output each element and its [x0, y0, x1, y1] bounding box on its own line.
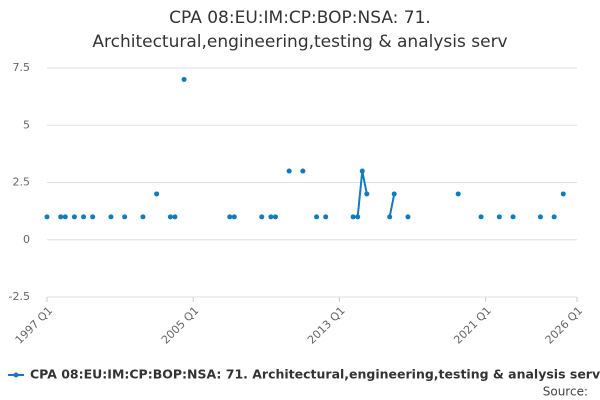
point: [181, 76, 187, 82]
legend-swatch-dot: [13, 372, 19, 378]
point: [537, 214, 543, 220]
point: [387, 214, 393, 220]
y-tick-label: 5: [23, 118, 30, 131]
point: [272, 214, 278, 220]
point: [560, 191, 566, 197]
point: [122, 214, 128, 220]
point: [108, 214, 114, 220]
point: [355, 214, 361, 220]
x-tick-label: 2026 Q1: [543, 304, 586, 347]
y-tick-label: 0: [23, 233, 30, 246]
point: [323, 214, 329, 220]
point: [478, 214, 484, 220]
point: [496, 214, 502, 220]
x-tick-label: 1997 Q1: [13, 304, 56, 347]
point: [154, 191, 160, 197]
point: [364, 191, 370, 197]
point: [259, 214, 265, 220]
point: [359, 168, 365, 174]
point: [172, 214, 178, 220]
source: Source:: [543, 385, 588, 399]
point: [286, 168, 292, 174]
point: [58, 214, 64, 220]
point: [44, 214, 50, 220]
point: [167, 214, 173, 220]
point: [71, 214, 77, 220]
x-tick-label: 2013 Q1: [305, 304, 348, 347]
point: [227, 214, 233, 220]
y-tick-label: 7.5: [13, 61, 31, 74]
x-tick-label: 2021 Q1: [451, 304, 494, 347]
point: [231, 214, 237, 220]
point: [62, 214, 68, 220]
point: [551, 214, 557, 220]
point: [350, 214, 356, 220]
point: [268, 214, 274, 220]
point: [405, 214, 411, 220]
chart-title: CPA 08:EU:IM:CP:BOP:NSA: 71. Architectur…: [92, 8, 508, 52]
point: [510, 214, 516, 220]
point: [391, 191, 397, 197]
legend-label: CPA 08:EU:IM:CP:BOP:NSA: 71. Architectur…: [30, 367, 600, 382]
y-tick-label: 2.5: [13, 176, 31, 189]
point: [300, 168, 306, 174]
point: [314, 214, 320, 220]
point: [81, 214, 87, 220]
series-line: [61, 171, 564, 217]
y-tick-label: -2.5: [9, 290, 30, 303]
x-tick-label: 2005 Q1: [159, 304, 202, 347]
point: [90, 214, 96, 220]
point: [455, 191, 461, 197]
point: [140, 214, 146, 220]
